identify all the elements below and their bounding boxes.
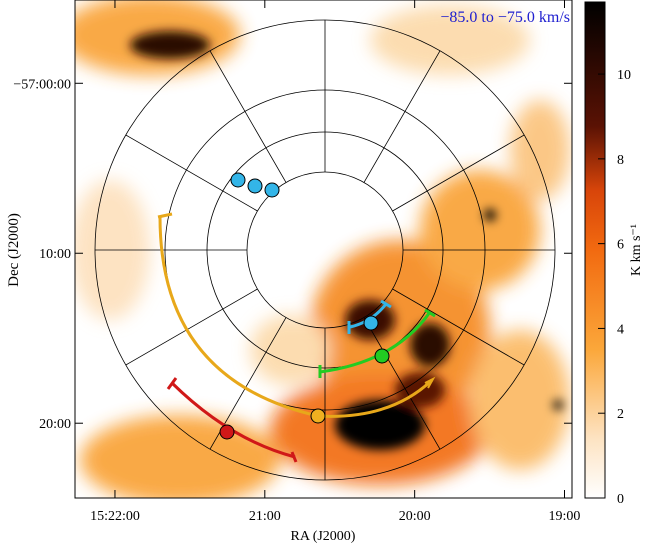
colorbar-tick-label: 0 bbox=[617, 492, 624, 507]
y-tick-label: 20:00 bbox=[39, 417, 71, 432]
polar-grid bbox=[94, 19, 556, 481]
colorbar bbox=[584, 1, 606, 499]
x-tick-label: 15:22:00 bbox=[90, 509, 140, 524]
y-axis-label: Dec (J2000) bbox=[6, 213, 22, 287]
colorbar-tick-label: 4 bbox=[617, 322, 624, 337]
x-tick-label: 20:00 bbox=[399, 509, 431, 524]
x-axis-label: RA (J2000) bbox=[291, 529, 356, 544]
velocity-range: −85.0 to −75.0 km/s bbox=[440, 9, 570, 26]
spoke bbox=[392, 288, 525, 366]
spoke bbox=[125, 288, 258, 366]
colorbar-tick-label: 10 bbox=[617, 68, 631, 83]
y-tick-label: −57:00:00 bbox=[13, 77, 71, 92]
spoke bbox=[363, 317, 441, 450]
y-tick-label: 10:00 bbox=[39, 247, 71, 262]
colorbar-label: K km s⁻¹ bbox=[629, 224, 644, 276]
spoke bbox=[363, 50, 441, 183]
colorbar-tick-label: 8 bbox=[617, 153, 624, 168]
intensity-map bbox=[75, 0, 572, 498]
colorbar-tick-label: 6 bbox=[617, 238, 624, 253]
spoke bbox=[392, 134, 525, 212]
annotations bbox=[157, 172, 436, 463]
spoke bbox=[209, 50, 287, 183]
spoke bbox=[125, 134, 258, 212]
x-tick-label: 21:00 bbox=[249, 509, 281, 524]
plot-frame bbox=[74, 0, 573, 499]
x-tick-label: 19:00 bbox=[549, 509, 581, 524]
colorbar-tick-label: 2 bbox=[617, 407, 624, 422]
